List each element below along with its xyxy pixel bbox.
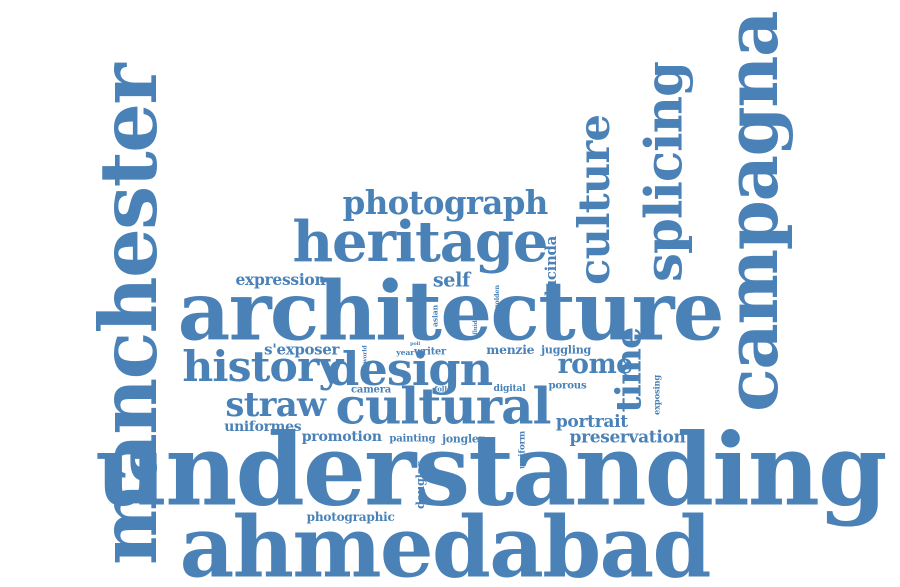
- word-heritage: heritage: [292, 208, 549, 275]
- word-manchester: manchester: [84, 64, 176, 566]
- word-jongler: jongler: [441, 432, 484, 446]
- word-exposing: exposing: [652, 375, 662, 415]
- word-asian: asian: [429, 305, 439, 327]
- word-year: year: [395, 347, 415, 357]
- word-campagna: campagna: [709, 11, 795, 413]
- word-lucinda: lucinda: [542, 235, 560, 297]
- word-splicing: splicing: [632, 62, 694, 282]
- word-follet: follet: [433, 384, 455, 394]
- word-understanding: understanding: [94, 411, 887, 529]
- word-design: design: [327, 342, 493, 397]
- word-photographic: photographic: [307, 509, 395, 525]
- word-self: self: [432, 269, 470, 292]
- word-juggling: juggling: [540, 343, 591, 357]
- word-fluid: fluid: [471, 320, 479, 334]
- word-history: history: [181, 341, 343, 392]
- word-preservation: preservation: [569, 426, 686, 447]
- word-writer: writer: [413, 345, 447, 357]
- word-architecture: architecture: [177, 264, 724, 360]
- word-s-exposer: s'exposer: [264, 341, 340, 359]
- word-painting: painting: [389, 432, 435, 444]
- word-straw: straw: [224, 385, 326, 426]
- word-douglas: douglas: [413, 460, 427, 510]
- word-porous: porous: [549, 378, 587, 392]
- word-golden: golden: [492, 285, 502, 309]
- word-expression: expression: [235, 270, 325, 289]
- word-time: time: [610, 327, 650, 413]
- word-uniform: uniform: [517, 431, 528, 469]
- word-culture: culture: [569, 115, 621, 285]
- word-world: world: [361, 345, 369, 363]
- word-photograph: photograph: [342, 183, 549, 223]
- word-promotion: promotion: [302, 428, 382, 446]
- word-rome: rome: [557, 348, 634, 381]
- word-portrait: portrait: [556, 411, 628, 432]
- word-camera: camera: [351, 383, 391, 395]
- word-digital: digital: [493, 383, 527, 394]
- word-cultural: cultural: [335, 377, 552, 436]
- word-ahmedabad: ahmedabad: [179, 497, 712, 587]
- word-menzie: menzie: [485, 342, 534, 358]
- word-uniformes: uniformes: [224, 419, 302, 435]
- word-poll: poll: [409, 339, 420, 347]
